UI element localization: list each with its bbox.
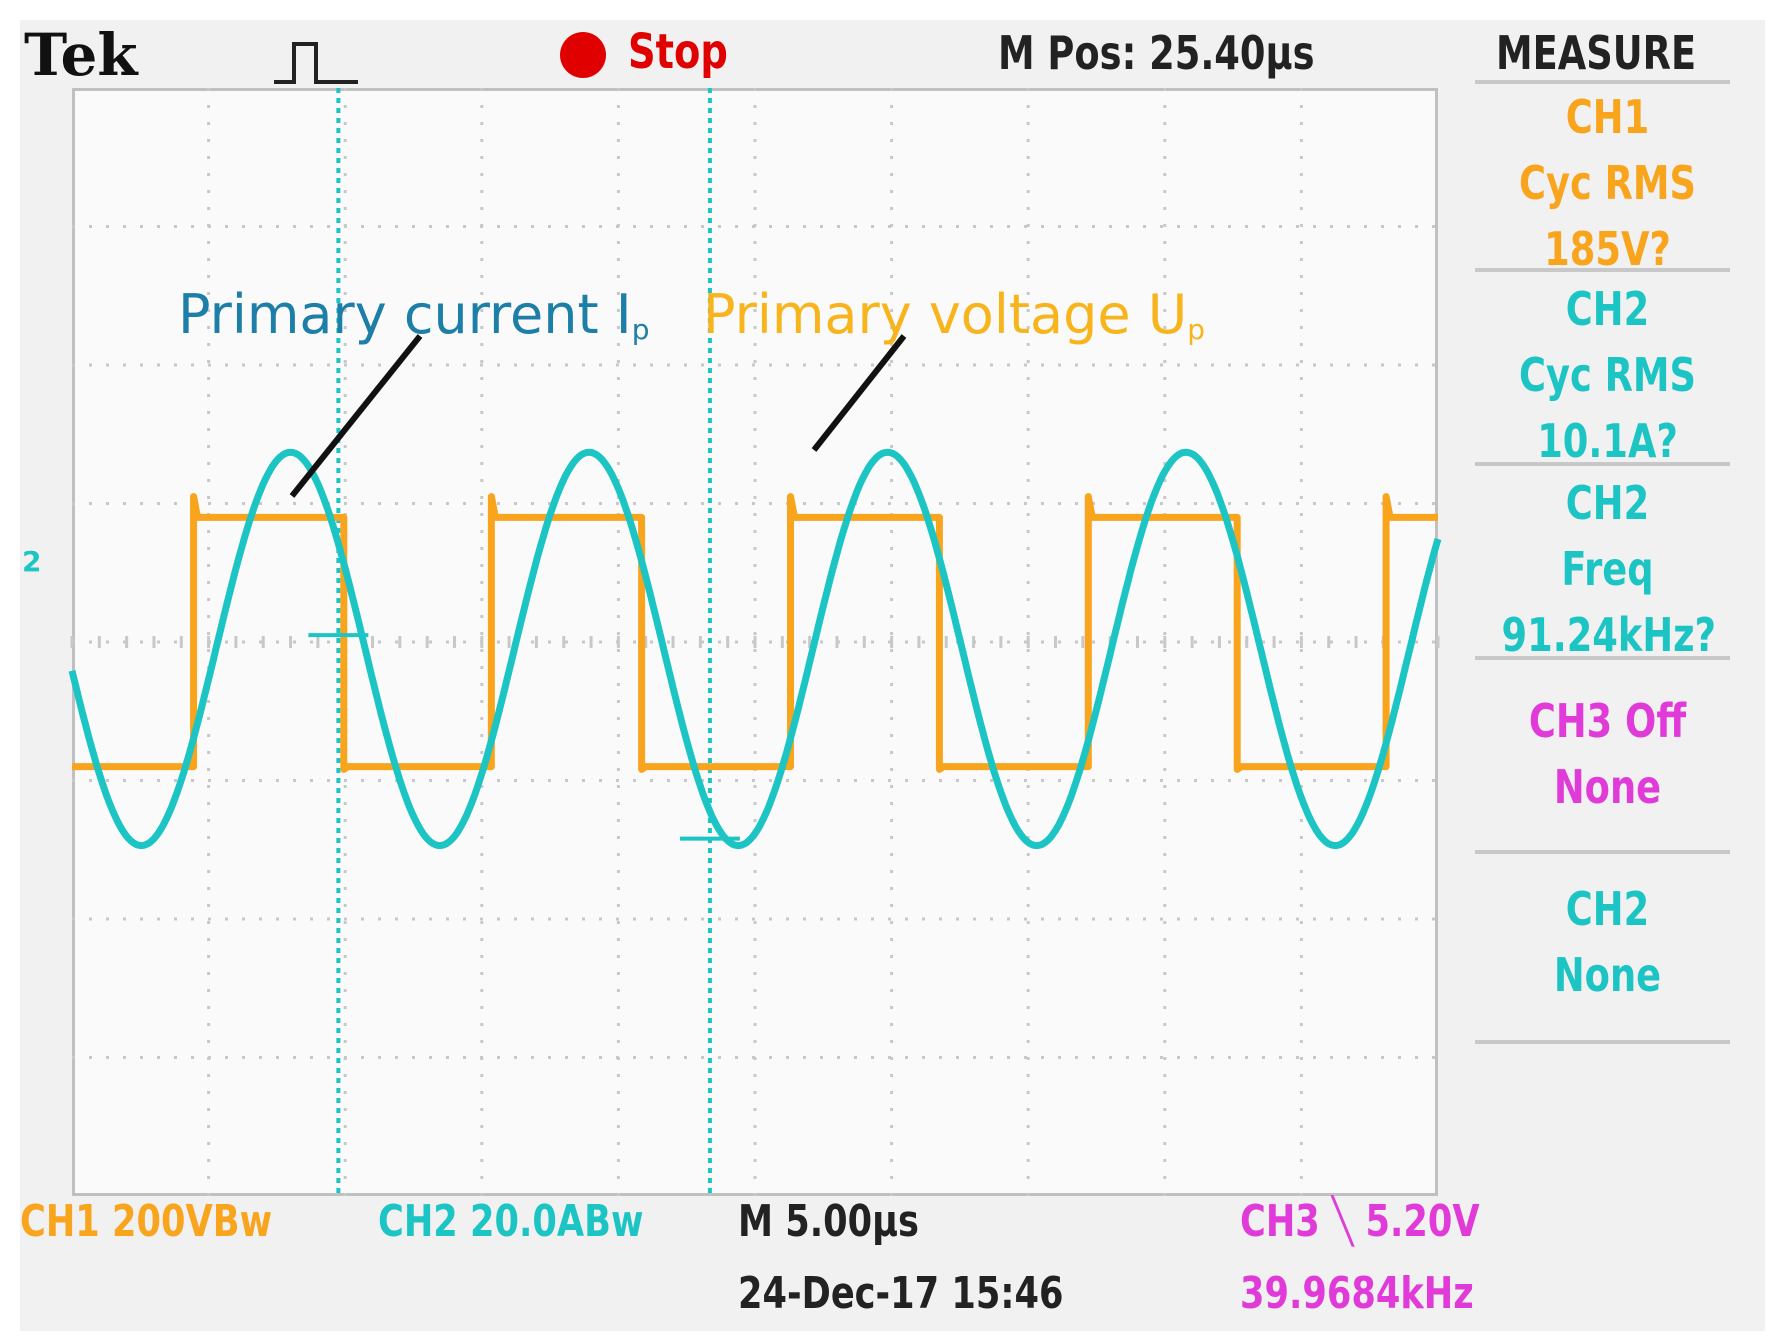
series-primary-voltage (72, 493, 1438, 773)
measure-ch2-cyc-rms[interactable]: CH2 Cyc RMS 10.1A? (1475, 276, 1740, 474)
annotation-leader-voltage (811, 334, 907, 452)
measure-separator (1475, 1040, 1730, 1044)
measure-ch1-cyc-rms[interactable]: CH1 Cyc RMS 185V? (1475, 84, 1740, 282)
series-primary-current (68, 448, 1442, 850)
measure-line: CH2 (1565, 882, 1650, 936)
measure-ch2-freq[interactable]: CH2 Freq 91.24kHz? (1475, 470, 1740, 668)
measure-line: 185V? (1544, 222, 1671, 276)
ch1-scale: CH1 200VBw (20, 1196, 273, 1247)
brand-logo: Tek (24, 21, 138, 89)
measure-line: Cyc RMS (1518, 156, 1697, 210)
measure-line: CH1 (1565, 90, 1650, 144)
datetime: 24-Dec-17 15:46 (738, 1268, 1064, 1319)
measure-line: None (1553, 948, 1662, 1002)
measure-line: 91.24kHz? (1501, 608, 1716, 662)
measure-separator (1475, 850, 1730, 854)
measure-separator (1475, 268, 1730, 272)
annotation-primary-current-sub: p (631, 313, 650, 346)
measure-line: 10.1A? (1537, 414, 1678, 468)
ch2-ground-marker: 2 (22, 545, 42, 578)
oscilloscope-screen: Tek Stop M Pos: 25.40µs MEASURE Primary … (20, 20, 1765, 1331)
measure-separator (1475, 80, 1730, 84)
measure-line: Freq (1561, 542, 1654, 596)
run-state: Stop (628, 24, 728, 80)
measure-title: MEASURE (1496, 26, 1697, 80)
measure-ch2-none[interactable]: CH2 None (1475, 876, 1740, 1008)
annotation-primary-current: Primary current Ip (178, 288, 650, 344)
trigger-pulse-icon (274, 42, 358, 84)
measure-line: None (1553, 760, 1662, 814)
measure-line: CH2 (1565, 282, 1650, 336)
annotation-leader-current (289, 334, 423, 498)
measure-line: CH3 Off (1528, 694, 1687, 748)
waveform-plot (68, 88, 1442, 1196)
timebase: M 5.00µs (738, 1196, 919, 1247)
ch2-scale: CH2 20.0ABw (378, 1196, 644, 1247)
m-pos-readout: M Pos: 25.40µs (998, 26, 1315, 80)
trigger-level: CH3 ╲ 5.20V (1240, 1196, 1480, 1247)
annotation-primary-current-text: Primary current I (178, 283, 632, 346)
measure-ch3-none[interactable]: CH3 Off None (1475, 688, 1740, 820)
stop-indicator-icon (560, 32, 606, 78)
measure-line: CH2 (1565, 476, 1650, 530)
annotation-primary-voltage-sub: p (1187, 313, 1206, 346)
measure-separator (1475, 462, 1730, 466)
annotation-primary-voltage-text: Primary voltage U (703, 283, 1188, 346)
annotation-primary-voltage: Primary voltage Up (703, 288, 1205, 344)
trigger-frequency: 39.9684kHz (1240, 1268, 1474, 1319)
measure-separator (1475, 656, 1730, 660)
measure-line: Cyc RMS (1518, 348, 1697, 402)
